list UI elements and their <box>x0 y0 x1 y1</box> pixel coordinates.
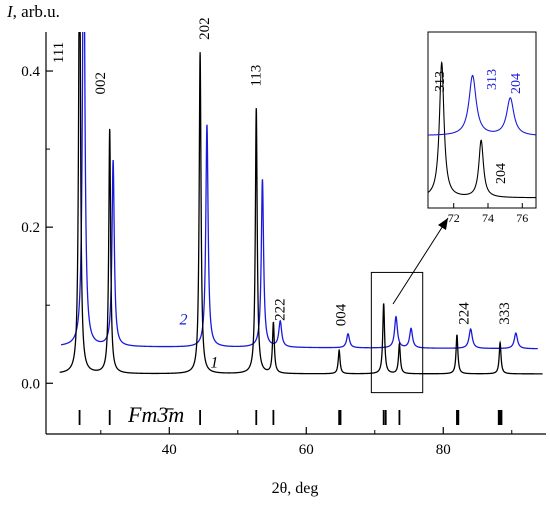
inset-series-1-line <box>428 60 536 199</box>
y-axis-label: I, arb.u. <box>6 2 60 21</box>
inset-label-204-blue: 204 <box>509 73 524 94</box>
y-tick-label: 0.2 <box>21 220 40 236</box>
inset-label-313-blue: 313 <box>485 69 500 90</box>
y-tick-label: 0.0 <box>21 376 40 392</box>
x-tick-label: 80 <box>436 442 451 458</box>
y-axis-label-symbol: I <box>6 2 14 21</box>
inset-x-tick-label: 72 <box>448 211 460 225</box>
y-tick-label: 0.4 <box>21 64 40 80</box>
y-axis-label-unit: , arb.u. <box>13 2 60 21</box>
inset-x-tick-label: 76 <box>516 211 528 225</box>
peak-label-222: 222 <box>272 298 288 321</box>
inset-frame <box>427 31 537 209</box>
inset-label-204-black: 204 <box>494 163 509 184</box>
peak-label-002: 002 <box>93 72 109 95</box>
inset-label-313-black: 313 <box>433 71 448 92</box>
x-axis: 40 60 80 <box>100 427 513 458</box>
x-tick-label: 40 <box>162 442 177 458</box>
curve-labels: 12 <box>180 312 219 372</box>
y-axis: 0.0 0.2 0.4 <box>21 64 53 392</box>
inset-x-axis: 72 74 76 <box>448 203 528 225</box>
zoom-region-box <box>370 271 424 394</box>
reference-phase-label: Fm3̄m <box>127 402 184 427</box>
reference-ticks <box>78 410 503 425</box>
peak-label-113: 113 <box>248 65 264 87</box>
series-layer <box>59 32 543 375</box>
curve-label-1: 1 <box>210 355 218 372</box>
peak-labels: 111 002 202 113 222 004 224 333 <box>51 17 513 326</box>
inset-series-2-line <box>428 74 536 136</box>
series-1-line <box>59 32 543 375</box>
peak-label-224: 224 <box>457 302 473 325</box>
x-axis-label: 2θ, deg <box>272 480 319 497</box>
x-tick-label: 60 <box>299 442 314 458</box>
peak-label-004: 004 <box>333 303 349 326</box>
inset-x-tick-label: 74 <box>482 211 494 225</box>
peak-label-111: 111 <box>51 42 67 63</box>
plot-frame <box>45 32 546 435</box>
inset-plot: 72 74 76 313 313 204 204 <box>427 31 537 225</box>
curve-label-2: 2 <box>180 312 188 329</box>
zoom-arrow <box>392 217 449 305</box>
inset-series <box>428 60 536 199</box>
peak-label-333: 333 <box>497 302 513 324</box>
peak-label-202: 202 <box>197 17 213 40</box>
